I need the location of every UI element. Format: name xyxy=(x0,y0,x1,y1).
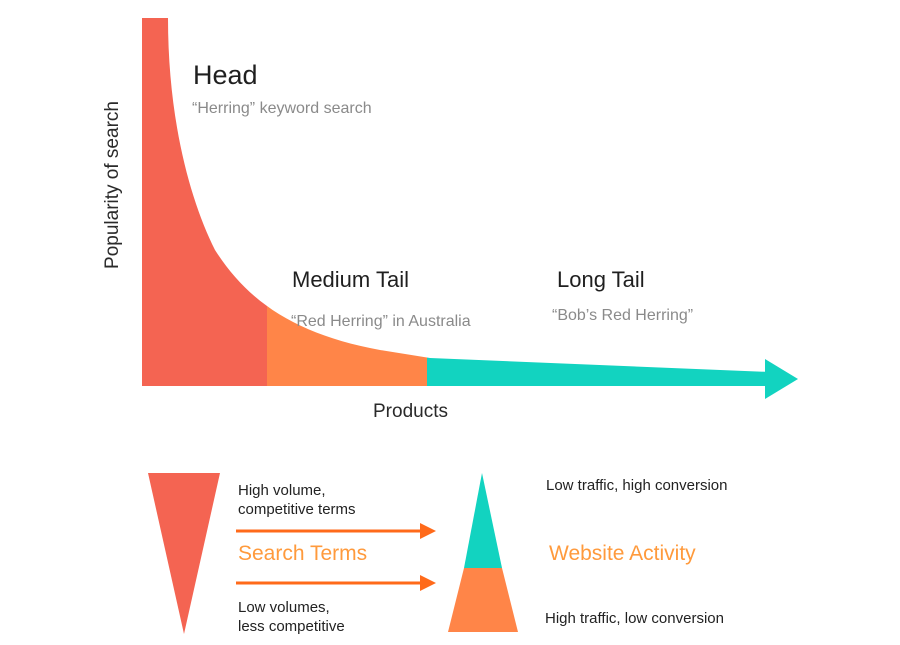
head-example: “Herring” keyword search xyxy=(192,100,372,117)
search-top-note-line-2: competitive terms xyxy=(238,501,356,518)
arrow-high-volume xyxy=(236,523,436,539)
head-segment xyxy=(142,18,267,386)
medium-tail-example: “Red Herring” in Australia xyxy=(291,313,471,330)
long-tail-segment xyxy=(427,18,770,386)
medium-tail-title: Medium Tail xyxy=(292,267,409,292)
search-bottom-note-line-2: less competitive xyxy=(238,618,345,635)
curve-area xyxy=(142,18,770,386)
search-terms-triangle xyxy=(148,473,220,634)
x-axis-label: Products xyxy=(373,401,448,422)
activity-pyramid-top xyxy=(464,473,502,568)
long-tail-arrowhead xyxy=(765,359,798,399)
medium-tail-segment xyxy=(267,18,427,386)
long-tail-example: “Bob’s Red Herring” xyxy=(552,307,694,324)
search-bottom-note-line-1: Low volumes, xyxy=(238,599,330,616)
search-top-note: High volume, competitive terms xyxy=(238,481,356,519)
head-title: Head xyxy=(193,60,258,90)
y-axis-label: Popularity of search xyxy=(102,101,123,269)
search-bottom-note: Low volumes, less competitive xyxy=(238,598,345,636)
activity-bottom-note: High traffic, low conversion xyxy=(545,610,724,627)
long-tail-title: Long Tail xyxy=(557,267,645,292)
website-activity-label: Website Activity xyxy=(549,542,696,565)
activity-top-note: Low traffic, high conversion xyxy=(546,477,728,494)
arrow-low-volume xyxy=(236,575,436,591)
activity-pyramid-bottom xyxy=(448,568,518,632)
search-terms-label: Search Terms xyxy=(238,542,368,565)
search-top-note-line-1: High volume, xyxy=(238,482,326,499)
